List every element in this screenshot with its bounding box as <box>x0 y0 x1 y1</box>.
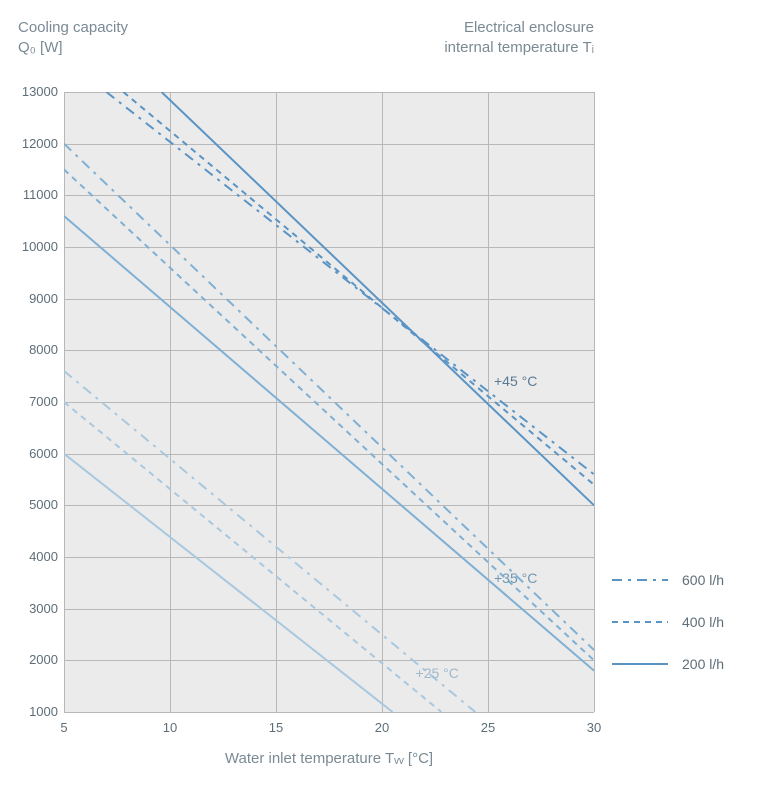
y-tick-label: 6000 <box>10 446 58 461</box>
series-line-25-200 <box>64 454 393 712</box>
y-tick-label: 2000 <box>10 652 58 667</box>
y-tick-label: 10000 <box>10 239 58 254</box>
x-axis-title: Water inlet temperature Tᵥᵥ [°C] <box>64 750 594 767</box>
x-tick-label: 25 <box>468 720 508 735</box>
y-tick-label: 13000 <box>10 84 58 99</box>
y-axis-title-line2: Q₀ [W] <box>18 39 63 56</box>
y-axis-title: Cooling capacity Q₀ [W] <box>18 18 128 57</box>
x-tick-label: 15 <box>256 720 296 735</box>
legend-swatch <box>612 572 668 588</box>
secondary-title-line1: Electrical enclosure <box>464 19 594 36</box>
x-tick-label: 10 <box>150 720 190 735</box>
legend: 600 l/h 400 l/h 200 l/h <box>612 572 724 698</box>
y-tick-label: 9000 <box>10 291 58 306</box>
chart-lines-layer <box>64 92 594 712</box>
series-line-45-600 <box>106 92 594 474</box>
series-annotation-35: +35 °C <box>494 570 537 586</box>
legend-item: 600 l/h <box>612 572 724 588</box>
series-annotation-45: +45 °C <box>494 373 537 389</box>
y-tick-label: 5000 <box>10 497 58 512</box>
legend-swatch <box>612 656 668 672</box>
y-tick-label: 11000 <box>10 187 58 202</box>
series-line-35-400 <box>64 170 594 661</box>
chart-plot-area: +25 °C +35 °C +45 °C <box>64 92 594 712</box>
legend-label: 200 l/h <box>682 656 724 672</box>
y-tick-label: 7000 <box>10 394 58 409</box>
grid-line-vertical <box>594 92 595 712</box>
y-tick-label: 4000 <box>10 549 58 564</box>
x-tick-label: 5 <box>44 720 84 735</box>
y-axis-title-line1: Cooling capacity <box>18 19 128 36</box>
legend-item: 200 l/h <box>612 656 724 672</box>
legend-label: 600 l/h <box>682 572 724 588</box>
series-annotation-25: +25 °C <box>416 665 459 681</box>
legend-label: 400 l/h <box>682 614 724 630</box>
series-line-25-600 <box>64 371 475 712</box>
y-tick-label: 3000 <box>10 601 58 616</box>
series-line-35-200 <box>64 216 594 671</box>
y-tick-label: 1000 <box>10 704 58 719</box>
secondary-title: Electrical enclosure internal temperature… <box>444 18 594 57</box>
y-tick-label: 8000 <box>10 342 58 357</box>
series-line-25-400 <box>64 402 441 712</box>
legend-swatch <box>612 614 668 630</box>
x-tick-label: 30 <box>574 720 614 735</box>
y-tick-label: 12000 <box>10 136 58 151</box>
legend-item: 400 l/h <box>612 614 724 630</box>
grid-line-horizontal <box>64 712 594 713</box>
x-tick-label: 20 <box>362 720 402 735</box>
secondary-title-line2: internal temperature Tᵢ <box>444 39 594 56</box>
